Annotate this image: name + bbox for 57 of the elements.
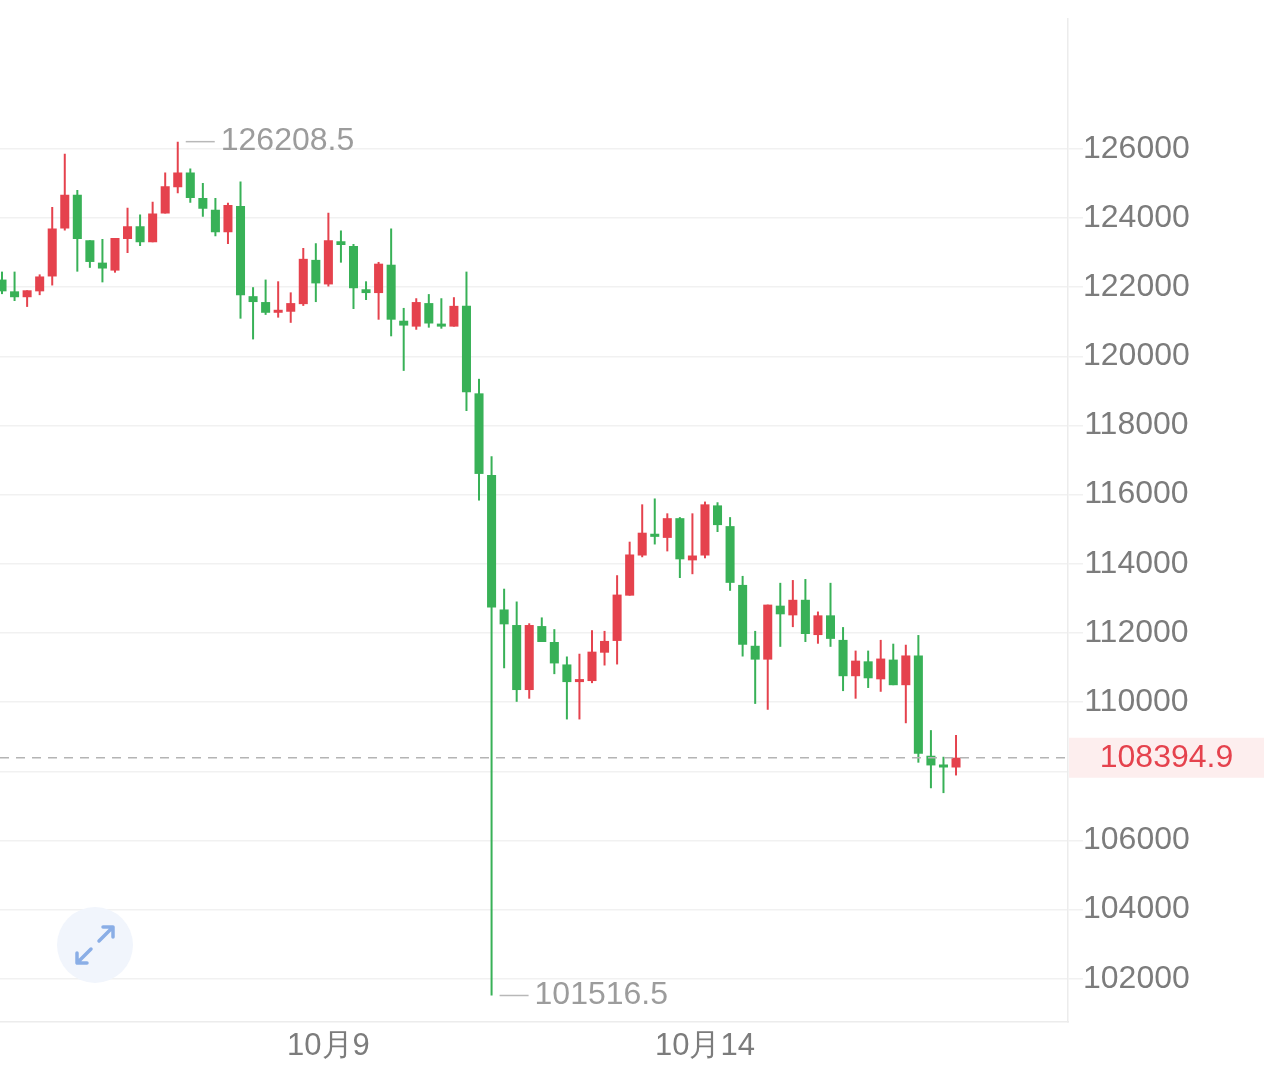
candlestick [775,581,785,648]
candlestick [637,503,647,559]
candlestick [85,239,95,269]
candlestick [424,293,434,329]
candlestick [549,628,559,676]
candlestick [825,581,836,648]
y-tick-label: 114000 [1084,543,1189,580]
candlestick [198,182,208,218]
candlestick [750,629,760,705]
candlestick [537,616,547,643]
candlestick [399,306,409,372]
candlestick [97,238,107,284]
x-tick-label: 10月14 [654,1027,755,1063]
candlestick [436,297,446,330]
candlestick [562,655,572,721]
y-tick-label: 118000 [1084,405,1189,442]
annotation: 126208.5 [220,121,355,158]
candlestick [499,587,509,670]
candlestick [662,512,672,553]
candlestick [135,213,145,248]
candlestick [863,649,873,689]
candlestick [600,629,610,667]
candlestick [248,286,258,341]
candlestick [813,610,823,645]
y-tick-label: 110000 [1084,681,1189,718]
y-tick-label: 102000 [1083,958,1190,995]
candlestick [173,140,183,195]
candlestick [788,579,798,629]
candlestick [951,733,961,777]
y-tick-label: 106000 [1083,820,1190,857]
y-tick-label: 104000 [1083,889,1190,926]
candlestick [336,229,346,264]
ref-line-label: 108394.9 [1099,738,1234,775]
candlestick [123,206,133,254]
candlestick [261,278,271,316]
candlestick [449,296,459,328]
candlestick [311,242,321,304]
x-tick-label: 10月9 [287,1027,370,1063]
candlestick [938,755,948,795]
candlestick [876,638,886,693]
candlestick [574,652,584,721]
candlestick [35,273,45,297]
annotation: 101516.5 [534,975,669,1012]
y-tick-label: 112000 [1084,612,1189,649]
candlestick [713,501,723,534]
y-tick-label: 116000 [1084,474,1189,511]
candlestick [273,280,283,319]
y-tick-label: 126000 [1083,128,1190,165]
candlestick [851,649,861,700]
candlestick [210,196,220,238]
y-tick-label: 122000 [1083,267,1190,304]
y-tick-label: 124000 [1083,197,1190,234]
candlestick [650,497,660,546]
candlestick [10,270,20,303]
candlestick [286,291,296,324]
candlestick [361,280,371,301]
y-tick-label: 120000 [1083,336,1190,373]
